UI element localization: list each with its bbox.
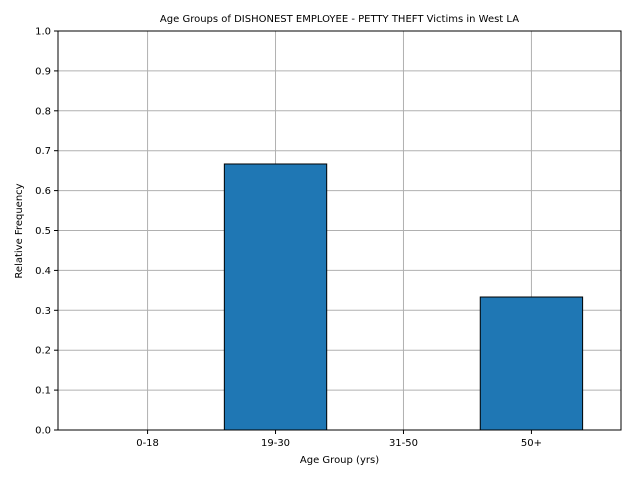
ticks-layer: 0.0 0.1 0.2 0.3 0.4 0.5 0.6 0.7 0.8 0.9 1.0 0-18 19-… [35, 27, 542, 450]
y-tick-label: 0.2 [35, 346, 51, 357]
y-tick-label: 0.3 [35, 306, 51, 317]
y-tick-label: 0.8 [35, 106, 51, 117]
y-axis-label: Relative Frequency [14, 183, 25, 278]
y-tick-label: 0.7 [35, 146, 51, 157]
bars-layer [223, 163, 584, 431]
x-tick-label: 31-50 [389, 438, 418, 449]
y-tick-label: 0.1 [35, 386, 51, 397]
x-axis-label: Age Group (yrs) [300, 455, 379, 466]
bar-19-30 [223, 163, 328, 431]
y-tick-label: 0.9 [35, 66, 51, 77]
y-tick-label: 0.5 [35, 226, 51, 237]
y-tick-label: 0.4 [35, 266, 51, 277]
y-tick-label: 1.0 [35, 27, 51, 38]
y-tick-label: 0.6 [35, 186, 51, 197]
bar-50+ [479, 296, 584, 431]
x-tick-label: 0-18 [136, 438, 159, 449]
x-tick-label: 19-30 [261, 438, 290, 449]
y-tick-label: 0.0 [35, 426, 51, 437]
chart-title: Age Groups of DISHONEST EMPLOYEE - PETTY… [160, 14, 519, 25]
x-tick-label: 50+ [521, 438, 542, 449]
